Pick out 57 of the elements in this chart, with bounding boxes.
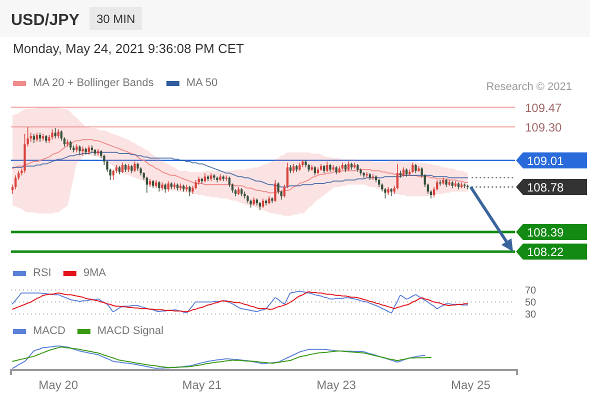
y-tick-label: 70 [525,286,537,296]
candlestick [204,172,206,183]
candlestick [164,183,166,194]
text: 30 MIN [96,12,136,26]
ref-line-label: 109.01 [527,154,564,168]
candlestick [194,180,197,190]
candlestick [88,144,90,156]
candlestick [30,132,32,142]
candlestick [412,162,414,174]
candlestick [38,132,42,142]
candlestick [134,161,136,172]
x-tick-label: May 20 [38,378,78,392]
candlestick [103,154,106,166]
candlestick [262,198,264,208]
ref-line-label: 108.22 [527,245,564,260]
chart-subtitle: Monday, May 24, 2021 9:36:08 PM CET [13,41,244,56]
candlestick [82,146,84,156]
candlestick [292,163,295,174]
ref-line-label: 109.47 [525,100,562,115]
candlestick [36,132,38,142]
chart-title: USD/JPY [11,12,80,29]
candlestick [69,140,72,150]
candlestick [167,180,170,192]
y-tick-label: 30 [525,310,537,320]
candlestick [51,128,54,140]
candlestick [57,128,60,139]
legend-label: MA 50 [186,77,218,89]
candlestick [32,133,35,144]
legend-label: MACD Signal [97,325,164,337]
candlestick [396,163,398,190]
legend-label: MA 20 + Bollinger Bands [33,77,154,89]
x-tick-label: May 23 [316,378,356,392]
candlestick [347,161,350,172]
text: Research © 2021 [486,81,572,93]
legend-label: RSI [33,267,52,279]
ref-line-label: 108.39 [527,225,564,240]
candlestick [121,162,124,174]
candlestick [54,128,56,139]
candlestick [414,163,417,174]
y-tick-label: 50 [525,298,537,308]
candlestick [274,180,276,202]
x-tick-label: May 25 [451,378,491,392]
candlestick [146,176,148,194]
candlestick [326,161,328,172]
x-tick-label: May 21 [182,378,222,392]
legend-label: MACD [33,325,66,337]
candlestick [158,180,160,192]
candlestick [78,144,81,156]
ref-line-label: 108.78 [527,180,564,194]
candlestick [112,169,114,180]
legend-label: 9MA [83,267,107,279]
candlestick [402,166,405,177]
candlestick [14,175,17,190]
candlestick [384,188,386,199]
candlestick [188,185,191,197]
ref-line-label: 109.30 [525,120,562,134]
candlestick [314,166,316,176]
